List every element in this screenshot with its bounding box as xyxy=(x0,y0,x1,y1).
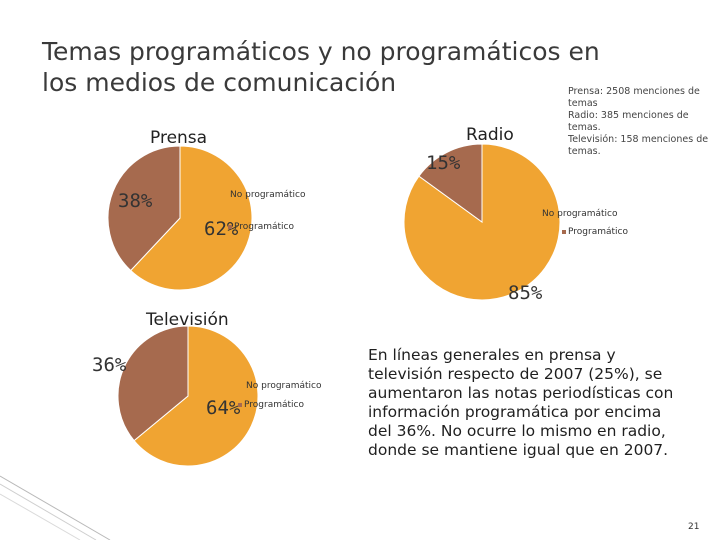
slide-title-line: Temas programáticos y no programáticos e… xyxy=(42,37,600,66)
prensa-slice-no-programatico xyxy=(130,145,253,291)
slide-title-line: los medios de comunicación xyxy=(42,68,397,97)
radio-label-programatico: 15% xyxy=(426,152,461,174)
prensa-chart-title: Prensa xyxy=(150,128,208,148)
summary-line: donde se mantiene igual que en 2007. xyxy=(368,441,669,459)
prensa-label-no-programatico: 62% xyxy=(204,218,239,240)
television-legend-no-programatico: No programático xyxy=(246,380,322,392)
television-legend-programatico-swatch xyxy=(238,402,242,407)
mentions-note-line: Prensa: 2508 menciones de xyxy=(568,86,700,97)
summary-line: información programática por encima xyxy=(368,403,662,421)
prensa-legend-programatico-swatch xyxy=(228,224,232,229)
prensa-slice-programatico xyxy=(107,145,181,272)
radio-label-no-programatico: 85% xyxy=(508,282,543,304)
prensa-legend-programatico: Programático xyxy=(228,221,294,233)
summary-line: del 36%. No ocurre lo mismo en radio, xyxy=(368,422,666,440)
page-number: 21 xyxy=(688,522,700,532)
prensa-legend-no-programatico: No programático xyxy=(230,189,310,201)
television-slice-no-programatico xyxy=(133,325,259,467)
summary-line: aumentaron las notas periodísticas con xyxy=(368,384,674,402)
prensa-label-programatico: 38% xyxy=(118,190,153,212)
radio-chart-title: Radio xyxy=(466,125,514,145)
television-label-programatico: 36% xyxy=(92,354,127,376)
mentions-note: Prensa: 2508 menciones de temas Radio: 3… xyxy=(568,86,708,158)
prensa-legend-programatico-text: Programático xyxy=(234,222,294,232)
radio-legend-no-programatico-text: No programático xyxy=(542,209,618,219)
prensa-legend-no-programatico-text: No programático xyxy=(230,190,306,200)
television-label-no-programatico: 64% xyxy=(206,397,241,419)
corner-line xyxy=(0,475,111,540)
television-legend-programatico-text: Programático xyxy=(244,400,304,410)
summary-line: En líneas generales en prensa y xyxy=(368,346,616,364)
television-legend-no-programatico-text: No programático xyxy=(246,381,322,391)
radio-slice-programatico xyxy=(418,143,483,223)
television-chart-title: Televisión xyxy=(146,310,229,330)
radio-legend-programatico-text: Programático xyxy=(568,227,628,237)
television-legend-programatico: Programático xyxy=(238,399,304,411)
radio-legend-programatico-swatch xyxy=(562,229,566,234)
radio-legend-programatico: Programático xyxy=(562,226,628,238)
mentions-note-line: temas. xyxy=(568,122,601,133)
slide-title: Temas programáticos y no programáticos e… xyxy=(42,36,682,98)
television-slice-programatico xyxy=(117,325,189,442)
mentions-note-line: Televisión: 158 menciones de xyxy=(568,134,709,145)
mentions-note-line: temas. xyxy=(568,146,601,157)
summary-line: televisión respecto de 2007 (25%), se xyxy=(368,365,663,383)
corner-line xyxy=(0,493,81,540)
corner-line xyxy=(0,483,97,540)
radio-legend-no-programatico: No programático xyxy=(542,208,618,220)
corner-decoration xyxy=(0,475,111,540)
mentions-note-line: Radio: 385 menciones de xyxy=(568,110,689,121)
mentions-note-line: temas xyxy=(568,98,598,109)
summary-paragraph: En líneas generales en prensa y televisi… xyxy=(368,346,716,460)
